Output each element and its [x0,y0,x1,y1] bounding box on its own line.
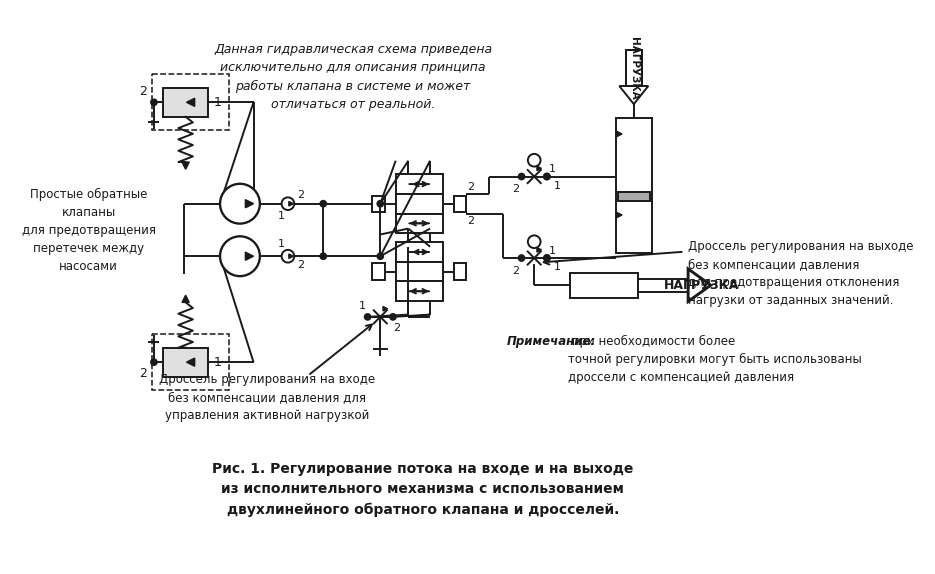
Circle shape [220,184,260,224]
Text: 1: 1 [554,181,560,191]
Text: 1: 1 [278,211,285,222]
Polygon shape [619,86,648,104]
Bar [163,88,209,117]
Text: Данная гидравлическая схема приведена
исключительно для описания принципа
работы: Данная гидравлическая схема приведена ис… [214,44,492,111]
Circle shape [151,359,157,365]
Circle shape [544,255,550,261]
Text: 1: 1 [278,239,285,249]
Text: 2: 2 [393,323,400,333]
Circle shape [518,255,525,261]
Polygon shape [182,295,189,302]
Bar [152,334,229,390]
Polygon shape [383,307,387,311]
Text: 2: 2 [139,367,147,379]
Circle shape [544,173,550,180]
Bar [152,74,229,130]
Circle shape [281,197,295,210]
Bar [396,194,443,214]
Text: 1: 1 [214,356,222,369]
Text: 2: 2 [512,266,520,276]
Circle shape [544,255,550,261]
Text: 2: 2 [297,260,304,270]
Bar [396,281,443,301]
Bar [453,196,467,212]
Polygon shape [616,212,622,218]
Bar [626,50,642,86]
Text: 1: 1 [549,164,555,174]
Circle shape [528,154,540,166]
Bar [396,262,443,281]
Polygon shape [537,166,541,170]
Text: Простые обратные
клапаны
для предотвращения
перетечек между
насосами: Простые обратные клапаны для предотвраще… [22,188,156,273]
Text: 1: 1 [549,246,555,256]
Polygon shape [616,131,622,137]
Circle shape [518,173,525,180]
Polygon shape [182,162,189,169]
Text: 2: 2 [139,85,147,98]
Text: 2: 2 [297,189,304,200]
Bar [396,242,443,262]
Circle shape [151,99,157,106]
Bar [453,263,467,280]
Text: Рис. 1. Регулирование потока на входе и на выходе
из исполнительного механизма с: Рис. 1. Регулирование потока на входе и … [212,461,634,517]
Bar [617,192,650,201]
Text: Примечание:: Примечание: [507,335,597,348]
Circle shape [544,173,550,180]
Text: 1: 1 [214,96,222,109]
Bar [570,273,639,298]
Text: 2: 2 [468,216,474,226]
Circle shape [281,250,295,262]
Text: 1: 1 [359,301,366,311]
Circle shape [390,314,396,320]
Circle shape [220,236,260,276]
Polygon shape [245,252,253,260]
Text: при необходимости более
точной регулировки могут быть использованы
дроссели с ко: при необходимости более точной регулиров… [568,335,861,384]
Polygon shape [186,358,194,366]
Text: Дроссель регулирования на входе
без компенсации давления для
управления активной: Дроссель регулирования на входе без комп… [159,373,375,422]
Polygon shape [537,247,541,252]
Text: 2: 2 [468,181,474,192]
Circle shape [377,200,383,207]
Bar [626,50,642,86]
Text: НАГРУЗКА: НАГРУЗКА [629,37,639,99]
Text: Дроссель регулирования на выходе
без компенсации давления
для предотвращения отк: Дроссель регулирования на выходе без ком… [688,240,913,307]
Bar [616,118,652,254]
Polygon shape [186,98,194,106]
Bar [372,196,385,212]
Polygon shape [245,200,253,208]
Polygon shape [289,201,294,206]
Circle shape [320,200,326,207]
Polygon shape [688,269,711,301]
Bar [163,348,209,377]
Circle shape [528,235,540,248]
Bar [396,174,443,194]
Text: НАГРУЗКА: НАГРУЗКА [664,279,740,292]
Text: 1: 1 [554,262,560,272]
Circle shape [365,314,371,320]
Text: 2: 2 [512,184,520,194]
Circle shape [320,253,326,259]
Polygon shape [289,254,294,258]
Circle shape [377,253,383,259]
Bar [372,263,385,280]
Bar [396,214,443,233]
